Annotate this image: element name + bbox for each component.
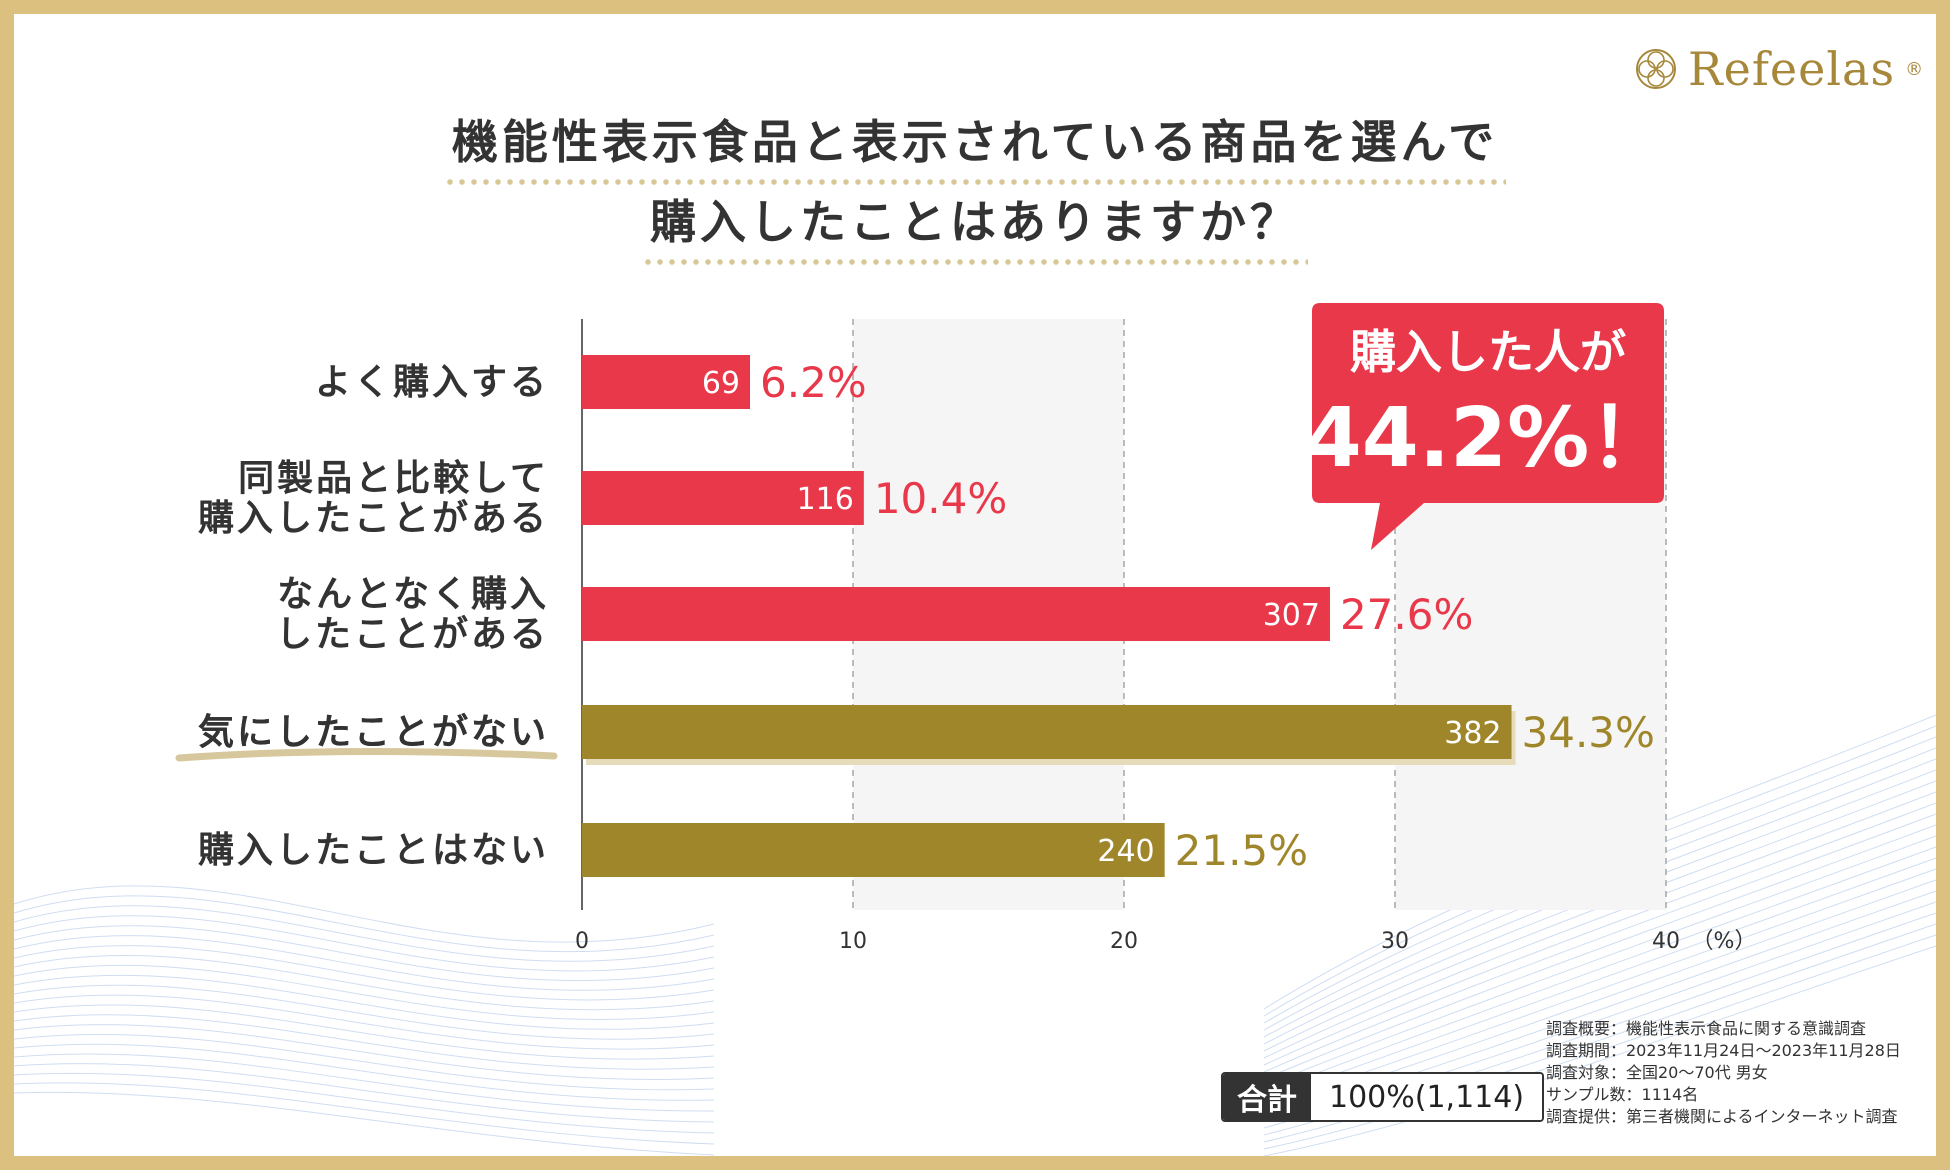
title-line-2: 購入したことはありますか？ [14,186,1936,266]
category-label: なんとなく購入 [277,574,549,615]
bar-percent-label: 21.5% [1175,826,1308,875]
x-tick-label: 0 [575,929,589,954]
category-label: よく購入する [315,362,549,403]
bar [582,823,1165,877]
bar [582,587,1330,641]
callout-line-2: 44.2%！ [1305,391,1671,486]
brand-name: Refeelas [1688,42,1896,96]
title-line-1: 機能性表示食品と表示されている商品を選んで [14,106,1936,186]
bar-percent-label: 10.4% [874,474,1007,523]
note-line: サンプル数：1114名 [1546,1085,1699,1104]
bar-count-label: 69 [702,366,740,401]
bar-percent-label: 27.6% [1340,590,1473,639]
total-label: 合計 [1223,1074,1311,1120]
note-line: 調査提供：第三者機関によるインターネット調査 [1546,1107,1898,1126]
callout-line-1: 購入した人が [1350,325,1626,379]
category-label: 同製品と比較して [238,458,549,499]
bar [582,355,751,409]
category-label: 購入したことはない [198,830,549,871]
total-box: 合計 100%(1,114) [1221,1072,1545,1122]
note-line: 調査期間：2023年11月24日～2023年11月28日 [1546,1041,1901,1060]
category-label: したことがある [276,614,549,655]
x-tick-label: 20 [1110,929,1138,954]
bar [582,705,1512,759]
registered-mark: ® [1905,58,1924,80]
x-tick-label: 40 [1652,929,1680,954]
ornamental-circle-logo-icon [1636,49,1676,89]
category-label: 購入したことがある [198,498,549,539]
bar-count-label: 307 [1263,598,1320,633]
category-underline [175,747,558,762]
bar-count-label: 116 [797,482,854,517]
x-tick-label: 30 [1381,929,1409,954]
bar [582,471,864,525]
category-label: 気にしたことがない [198,712,549,753]
x-tick-label: 10 [839,929,867,954]
bar-percent-label: 34.3% [1522,708,1655,757]
note-line: 調査対象：全国20～70代 男女 [1546,1063,1768,1082]
bar-chart: 0 10 20 30 40 （%） 69 6.2% よく購入する 116 10.4% 同製品と比較して… [175,303,1757,954]
category-label: 気にしたことがない [198,712,549,753]
total-value: 100%(1,114) [1311,1074,1543,1120]
bar-count-label: 240 [1097,834,1154,869]
bar-count-label: 382 [1444,716,1501,751]
survey-notes: 調査概要：機能性表示食品に関する意識調査 調査期間：2023年11月24日～20… [1546,1018,1901,1128]
brand-logo: Refeelas ® [1634,42,1924,96]
canvas: Refeelas ® 機能性表示食品と表示されている商品を選んで 購入したことはあ… [14,14,1936,1156]
bar-percent-label: 6.2% [760,358,867,407]
wave-decoration [14,714,1936,1156]
x-unit-label: （%） [1692,929,1757,954]
callout-bubble [1312,303,1664,550]
note-line: 調査概要：機能性表示食品に関する意識調査 [1546,1019,1867,1038]
